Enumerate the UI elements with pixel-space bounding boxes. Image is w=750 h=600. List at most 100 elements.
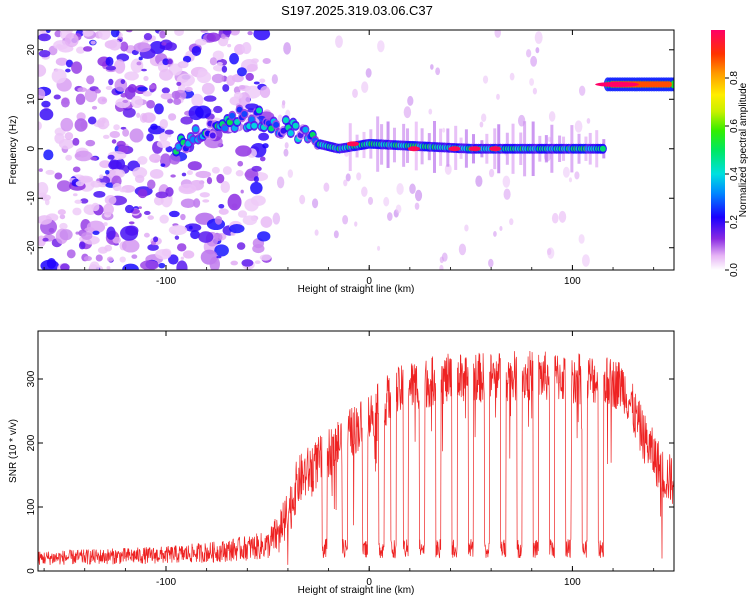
noise-blob: [149, 168, 164, 179]
noise-blob: [184, 86, 193, 92]
noise-blob: [57, 209, 66, 216]
noise-blob: [147, 244, 159, 251]
noise-blob: [202, 199, 210, 203]
spectral-peak: [489, 146, 502, 152]
noise-blob: [257, 231, 271, 242]
noise-blob: [159, 30, 166, 39]
noise-blob: [158, 262, 166, 269]
noise-blob: [107, 154, 115, 160]
noise-blob: [209, 57, 218, 66]
spectrogram-y-label: Frequency (Hz): [8, 116, 19, 185]
noise-blob: [195, 170, 212, 179]
faint-blob: [562, 166, 570, 178]
noise-blob: [72, 193, 78, 197]
faint-blob: [430, 64, 434, 70]
noise-blob: [206, 32, 221, 42]
faint-blob: [314, 229, 319, 236]
y-tick-label: -20: [26, 240, 37, 255]
noise-blob: [237, 160, 244, 167]
colorbar: 0.0 0.2 0.4 0.6 0.8 Normalized spectral ampl…: [711, 30, 749, 277]
noise-blob: [92, 230, 100, 235]
noise-blob: [259, 86, 271, 98]
noise-blob: [165, 145, 173, 153]
noise-blob: [122, 99, 129, 103]
noise-blob: [114, 78, 128, 92]
noise-blob: [167, 58, 173, 65]
noise-blob: [244, 170, 257, 178]
noise-blob: [108, 39, 122, 51]
faint-blob: [509, 72, 515, 81]
faint-blob: [475, 175, 483, 187]
noise-blob: [99, 160, 111, 168]
x-tick-label: -100: [156, 577, 176, 588]
noise-blob: [230, 260, 239, 266]
noise-blob: [176, 243, 187, 252]
noise-blob: [60, 97, 70, 108]
faint-blob: [377, 40, 385, 53]
noise-blob: [174, 30, 184, 36]
faint-blob: [482, 75, 489, 84]
noise-blob: [203, 95, 217, 102]
noise-blob: [94, 89, 101, 94]
noise-blob: [113, 59, 126, 74]
x-tick-label: -100: [156, 276, 176, 287]
noise-blob: [109, 130, 121, 139]
faint-blob: [530, 55, 538, 67]
ridge-core: [229, 112, 236, 119]
faint-blob: [333, 230, 339, 239]
faint-blob: [509, 218, 514, 226]
noise-blob: [168, 225, 188, 236]
noise-blob: [83, 46, 93, 52]
spectral-peak: [448, 146, 461, 152]
faint-blob: [414, 189, 423, 202]
noise-blob: [174, 235, 180, 240]
faint-blob: [526, 49, 532, 58]
faint-blob: [272, 212, 281, 225]
noise-blob: [90, 180, 102, 188]
y-tick-label: 200: [26, 434, 37, 451]
noise-blob: [236, 67, 247, 77]
noise-blob: [258, 132, 270, 141]
noise-blob: [60, 117, 74, 132]
x-tick-label: 100: [564, 276, 581, 287]
noise-blob: [108, 160, 122, 171]
noise-blob: [41, 100, 51, 108]
noise-blob: [64, 33, 79, 48]
noise-blob: [81, 232, 93, 240]
faint-blob: [284, 142, 289, 149]
noise-blob: [78, 241, 86, 250]
noise-blob: [218, 204, 225, 209]
noise-blob: [180, 256, 184, 260]
faint-blob: [503, 188, 511, 200]
noise-blob: [132, 166, 148, 179]
noise-blob: [153, 236, 159, 243]
noise-blob: [221, 33, 226, 39]
ridge-core: [287, 130, 294, 137]
noise-blob: [112, 236, 121, 244]
noise-blob: [253, 30, 271, 41]
noise-blob: [82, 30, 94, 37]
noise-blob: [143, 210, 151, 216]
noise-blob: [138, 56, 143, 61]
ridge-core: [599, 145, 606, 152]
noise-blob: [137, 188, 148, 199]
noise-blob: [140, 260, 159, 270]
noise-blob: [159, 214, 169, 224]
noise-blob: [105, 169, 110, 175]
noise-blob: [127, 84, 137, 93]
noise-blob: [199, 192, 210, 198]
faint-blob: [354, 221, 358, 227]
noise-blob: [122, 263, 139, 270]
faint-blob: [271, 74, 278, 85]
noise-blob: [72, 137, 80, 146]
noise-blob: [74, 150, 93, 162]
noise-blob: [125, 30, 133, 33]
noise-blob: [235, 170, 244, 177]
ridge-core: [209, 132, 216, 139]
faint-blob: [499, 225, 503, 232]
noise-blob: [121, 238, 140, 253]
ridge-core: [292, 122, 299, 129]
noise-blob: [64, 132, 74, 141]
noise-blob: [226, 75, 236, 86]
